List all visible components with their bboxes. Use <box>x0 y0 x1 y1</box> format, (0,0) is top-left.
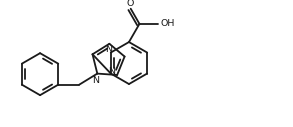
Text: N: N <box>105 45 112 54</box>
Text: N: N <box>92 76 99 84</box>
Text: N: N <box>108 67 115 76</box>
Text: OH: OH <box>161 19 175 28</box>
Text: O: O <box>127 0 134 8</box>
